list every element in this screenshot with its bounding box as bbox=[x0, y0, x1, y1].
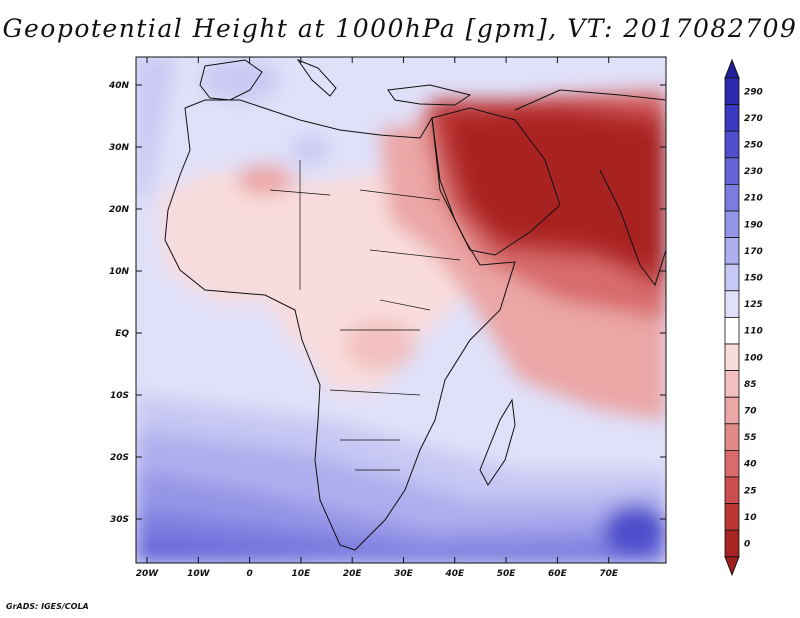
colorbar-swatch bbox=[724, 396, 740, 425]
colorbar-swatch bbox=[724, 263, 740, 292]
colorbar-bottom-arrow bbox=[724, 556, 740, 577]
colorbar-swatch bbox=[724, 343, 740, 372]
colorbar-label: 110 bbox=[744, 327, 763, 337]
colorbar-label: 100 bbox=[744, 353, 763, 363]
colorbar-label: 250 bbox=[744, 141, 763, 151]
credit-text: GrADS: IGES/COLA bbox=[6, 602, 89, 611]
colorbar-label: 25 bbox=[744, 486, 757, 496]
colorbar-swatch bbox=[724, 476, 740, 505]
africa-outline bbox=[164, 99, 516, 551]
lat-tick-label: EQ bbox=[115, 329, 129, 339]
lat-tick-label: 20S bbox=[110, 453, 129, 463]
colorbar-label: 10 bbox=[744, 513, 757, 523]
lon-tick-label: 20W bbox=[136, 569, 160, 579]
lon-tick-label: 10E bbox=[292, 569, 312, 579]
colorbar-swatch bbox=[724, 529, 740, 558]
colorbar-label: 55 bbox=[744, 433, 757, 443]
colorbar-swatch bbox=[724, 183, 740, 212]
lon-tick-label: 30E bbox=[394, 569, 414, 579]
colorbar-label: 210 bbox=[744, 194, 763, 204]
asia-coast bbox=[514, 89, 666, 111]
colorbar-swatch bbox=[724, 370, 740, 398]
colorbar-label: 70 bbox=[744, 407, 757, 417]
colorbar: 2902702502302101901701501251101008570554… bbox=[724, 58, 763, 577]
iberia-outline bbox=[199, 59, 263, 101]
arabia-outline bbox=[431, 107, 561, 256]
country-borders bbox=[269, 160, 461, 471]
lon-axis: 20W 10W 0 10E 20E 30E 40E 50E 60E 70E bbox=[136, 569, 619, 579]
colorbar-label: 270 bbox=[744, 114, 763, 124]
colorbar-top-arrow bbox=[724, 58, 740, 79]
colorbar-swatch bbox=[724, 503, 740, 531]
lat-axis: 40N 30N 20N 10N EQ 10S 20S 30S bbox=[108, 81, 130, 525]
lat-tick-label: 30S bbox=[110, 515, 129, 525]
colorbar-label: 0 bbox=[744, 540, 750, 550]
lon-tick-label: 50E bbox=[497, 569, 517, 579]
colorbar-label: 85 bbox=[744, 380, 757, 390]
lon-tick-label: 70E bbox=[599, 569, 619, 579]
colorbar-swatch bbox=[724, 237, 740, 265]
colorbar-swatch bbox=[724, 290, 740, 318]
colorbar-label: 125 bbox=[744, 300, 763, 310]
lat-tick-label: 10N bbox=[109, 267, 130, 277]
colorbar-swatch bbox=[724, 316, 740, 345]
height-field bbox=[136, 57, 666, 563]
coastlines bbox=[164, 58, 666, 551]
colorbar-label: 40 bbox=[743, 460, 757, 470]
colorbar-swatch bbox=[724, 449, 740, 478]
colorbar-swatch bbox=[724, 157, 740, 185]
colorbar-label: 170 bbox=[744, 247, 763, 257]
colorbar-swatch bbox=[724, 130, 740, 159]
colorbar-swatch bbox=[724, 104, 740, 132]
axis-ticks bbox=[136, 57, 666, 563]
india-outline bbox=[599, 169, 666, 287]
plot-frame bbox=[135, 56, 667, 564]
colorbar-swatch bbox=[724, 423, 740, 451]
lat-tick-label: 40N bbox=[108, 81, 130, 91]
madagascar-outline bbox=[479, 398, 516, 486]
italy-outline bbox=[296, 58, 337, 97]
lat-tick-label: 30N bbox=[109, 143, 130, 153]
colorbar-label: 290 bbox=[744, 87, 763, 97]
lat-tick-label: 10S bbox=[110, 391, 129, 401]
lon-tick-label: 40E bbox=[444, 569, 465, 579]
lon-tick-label: 10W bbox=[187, 569, 211, 579]
colorbar-label: 230 bbox=[744, 167, 763, 177]
colorbar-label: 150 bbox=[744, 274, 763, 284]
colorbar-swatch bbox=[724, 77, 740, 106]
colorbar-swatch bbox=[724, 210, 740, 239]
lat-tick-label: 20N bbox=[109, 205, 130, 215]
lon-tick-label: 0 bbox=[246, 569, 252, 579]
anatolia-outline bbox=[387, 84, 472, 106]
map-title: Geopotential Height at 1000hPa [gpm], VT… bbox=[2, 14, 798, 43]
colorbar-label: 190 bbox=[744, 220, 763, 230]
lon-tick-label: 60E bbox=[548, 569, 568, 579]
lon-tick-label: 20E bbox=[343, 569, 363, 579]
